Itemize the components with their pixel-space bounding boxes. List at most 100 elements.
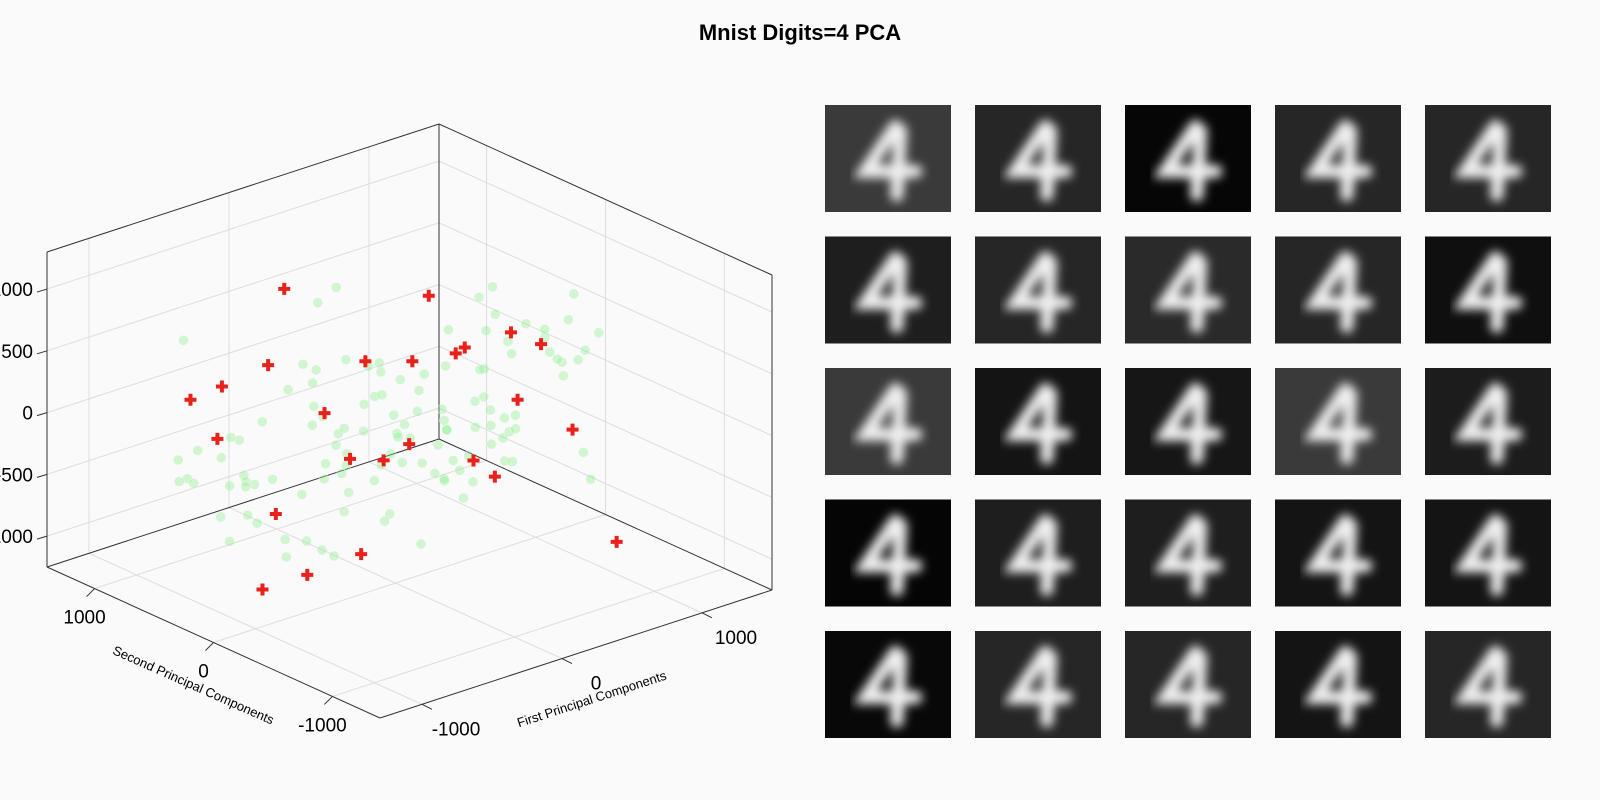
- point-marker: [486, 438, 497, 450]
- z-tick-label: 500: [1, 342, 33, 363]
- point-marker: [395, 374, 406, 385]
- grid-line: [46, 284, 440, 414]
- point-marker: [215, 452, 227, 463]
- point-marker: [211, 432, 224, 445]
- point-marker: [330, 439, 342, 451]
- y-tick-label: 1000: [63, 608, 105, 629]
- point-marker: [502, 336, 514, 347]
- digit-image: [1275, 105, 1401, 212]
- point-marker: [358, 425, 369, 437]
- tick-mark: [701, 612, 713, 619]
- point-marker: [215, 380, 228, 393]
- digit-image: [1425, 105, 1551, 212]
- grid-line: [438, 160, 773, 313]
- plot-3d: -100001000-10000100010005000-500-1000Fir…: [0, 123, 773, 740]
- grid-line: [438, 284, 773, 437]
- digit-glyph: [1003, 645, 1073, 728]
- point-marker: [454, 465, 466, 476]
- point-marker: [240, 481, 251, 493]
- tick-mark: [36, 288, 48, 293]
- point-marker: [369, 475, 380, 487]
- digit-image: [825, 631, 951, 738]
- axis-edge: [438, 123, 773, 276]
- point-marker: [392, 431, 404, 443]
- point-marker: [340, 354, 352, 365]
- point-marker: [336, 468, 348, 479]
- point-marker: [499, 455, 511, 467]
- digit-image: [975, 368, 1101, 475]
- point-marker: [413, 385, 425, 396]
- point-marker: [458, 492, 469, 504]
- point-marker: [343, 487, 354, 498]
- point-marker: [568, 288, 580, 300]
- point-marker: [301, 568, 314, 581]
- z-tick-label: -1000: [0, 527, 33, 548]
- digit-image: [825, 499, 951, 607]
- point-marker: [469, 395, 481, 407]
- point-marker: [447, 455, 459, 466]
- digit-image: [1125, 499, 1251, 607]
- point-marker: [467, 476, 479, 488]
- digit-image: [825, 368, 951, 475]
- digit-glyph: [1303, 514, 1373, 596]
- point-marker: [358, 399, 370, 410]
- point-marker: [384, 508, 396, 520]
- point-marker: [375, 366, 387, 378]
- digit-image: [1425, 499, 1551, 607]
- digit-image: [975, 105, 1101, 212]
- tick-mark: [421, 703, 433, 710]
- point-marker: [449, 347, 462, 360]
- point-marker: [377, 454, 390, 467]
- point-marker: [510, 409, 521, 421]
- point-marker: [422, 289, 435, 302]
- point-marker: [192, 445, 204, 456]
- digit-image: [1275, 631, 1401, 738]
- point-marker: [432, 439, 444, 451]
- point-marker: [344, 452, 357, 465]
- point-marker: [485, 404, 496, 416]
- point-marker: [579, 344, 591, 356]
- point-marker: [359, 355, 372, 368]
- point-marker: [328, 550, 340, 562]
- point-marker: [439, 475, 450, 487]
- digit-image: [1425, 631, 1551, 738]
- digit-image: [1425, 368, 1551, 475]
- digit-glyph: [1453, 119, 1523, 202]
- digit-image: [1125, 368, 1251, 475]
- axis-edge: [379, 589, 773, 719]
- z-tick-label: 0: [22, 404, 33, 425]
- digit-glyph: [1453, 645, 1523, 728]
- point-marker: [412, 405, 423, 417]
- grid-line: [438, 222, 773, 375]
- point-marker: [249, 479, 260, 490]
- point-marker: [478, 363, 490, 375]
- point-marker: [510, 423, 521, 435]
- point-marker: [282, 384, 294, 395]
- point-marker: [269, 508, 282, 521]
- digit-image: [975, 236, 1101, 344]
- point-marker: [467, 454, 480, 467]
- z-tick-label: 1000: [0, 280, 33, 301]
- point-marker: [256, 583, 269, 596]
- point-marker: [308, 400, 320, 412]
- x-tick-label: 0: [591, 674, 602, 695]
- digit-glyph: [853, 119, 923, 202]
- point-marker: [441, 424, 453, 436]
- digit-glyph: [853, 251, 923, 333]
- point-marker: [296, 489, 308, 500]
- point-marker: [178, 334, 189, 346]
- point-marker: [440, 360, 451, 372]
- grid-line: [94, 460, 487, 590]
- point-marker: [485, 420, 497, 431]
- grid-line: [46, 345, 440, 475]
- point-marker: [403, 438, 416, 451]
- tick-mark: [36, 473, 48, 478]
- digit-image: [1125, 236, 1251, 344]
- point-marker: [225, 432, 237, 443]
- point-marker: [458, 341, 471, 354]
- point-marker: [473, 292, 485, 303]
- digit-glyph: [1453, 382, 1523, 465]
- digit-image: [825, 236, 951, 344]
- digit-glyph: [1003, 119, 1073, 202]
